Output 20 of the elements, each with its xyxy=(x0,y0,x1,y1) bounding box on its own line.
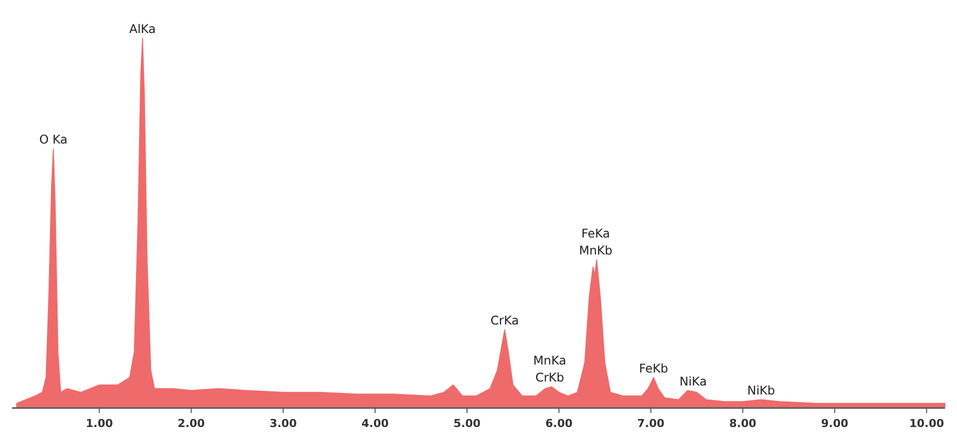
x-tick-label: 6.00 xyxy=(545,417,573,430)
annotation: NiKb xyxy=(747,384,776,398)
annotation: FeKb xyxy=(639,361,668,376)
annotation: O Ka xyxy=(39,132,68,147)
x-tick-label: 3.00 xyxy=(270,417,298,430)
annotation: MnKb xyxy=(578,243,612,258)
x-tick-label: 10.00 xyxy=(909,417,944,430)
x-tick-label: 9.00 xyxy=(821,417,849,430)
annotation: CrKa xyxy=(490,314,519,328)
annotation: FeKa xyxy=(581,226,610,240)
annotation: AlKa xyxy=(129,22,156,36)
x-tick-label: 7.00 xyxy=(637,417,665,430)
x-tick-label: 4.00 xyxy=(362,417,390,430)
annotation: NiKa xyxy=(679,374,707,388)
x-tick-label: 5.00 xyxy=(453,417,481,430)
x-tick-label: 8.00 xyxy=(729,417,757,430)
x-tick-label: 1.00 xyxy=(86,417,114,430)
annotation: CrKb xyxy=(535,370,564,385)
x-tick-label: 2.00 xyxy=(178,417,206,430)
annotation: MnKa xyxy=(533,354,566,368)
